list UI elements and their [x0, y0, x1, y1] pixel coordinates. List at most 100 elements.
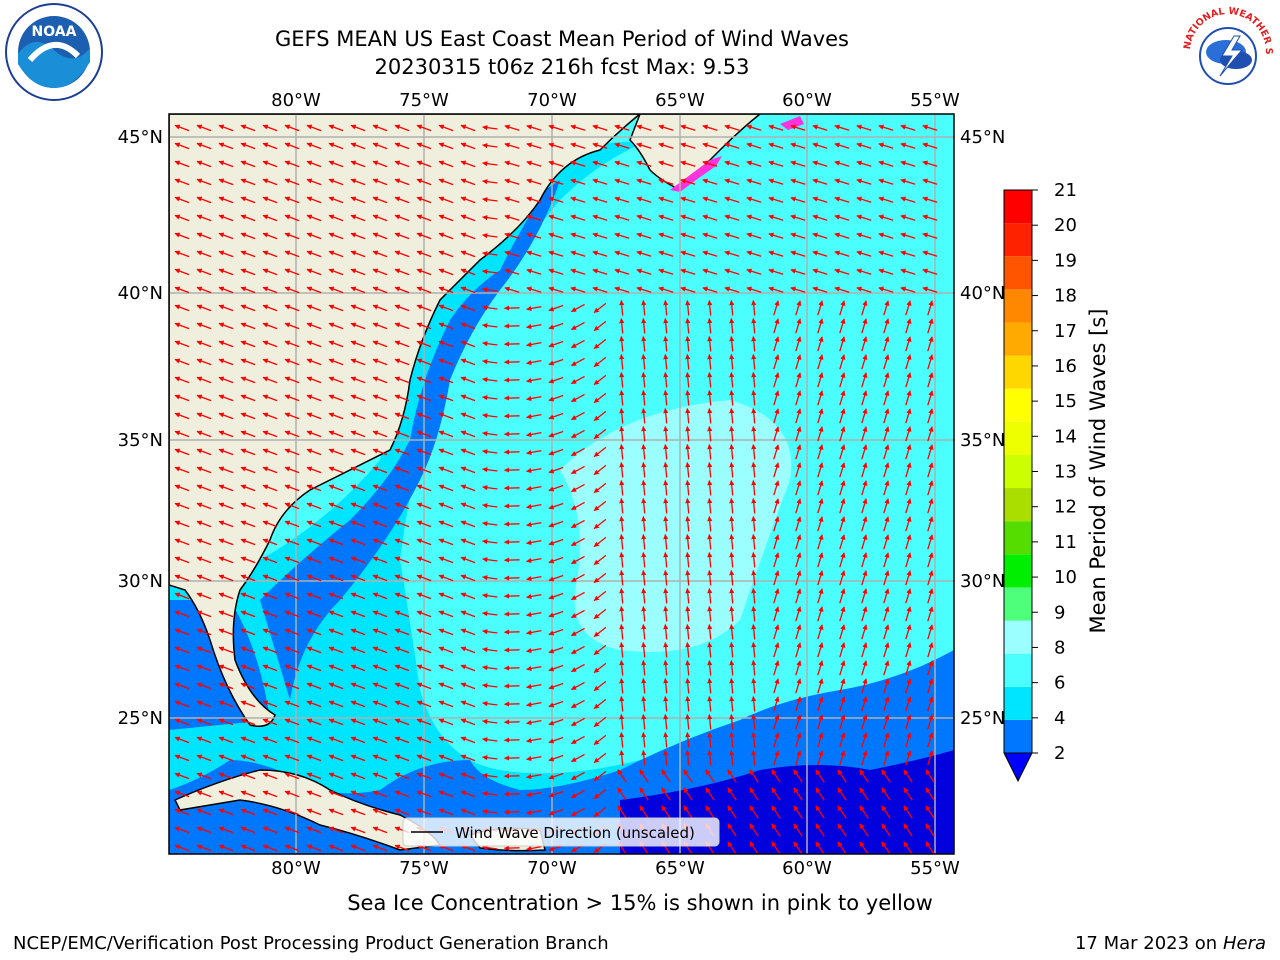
wave-direction-arrow — [883, 480, 890, 496]
wave-direction-arrow — [328, 322, 344, 330]
legend-label: Wind Wave Direction (unscaled) — [455, 824, 695, 842]
wave-direction-arrow — [839, 300, 846, 316]
wave-direction-arrow — [460, 358, 476, 366]
wave-direction-arrow — [526, 557, 542, 564]
wave-direction-arrow — [416, 160, 432, 168]
wave-direction-arrow — [927, 408, 934, 424]
wave-direction-arrow — [795, 318, 802, 334]
wave-direction-arrow — [372, 322, 388, 330]
wave-direction-arrow — [619, 461, 625, 478]
wave-direction-arrow — [790, 214, 806, 221]
wave-direction-arrow — [372, 178, 388, 186]
wave-direction-arrow — [460, 448, 476, 456]
wave-direction-arrow — [328, 250, 344, 258]
wave-direction-arrow — [905, 552, 912, 568]
wave-direction-arrow — [641, 335, 647, 352]
wave-direction-arrow — [905, 372, 912, 388]
wave-direction-arrow — [663, 353, 669, 370]
wave-direction-arrow — [641, 461, 647, 478]
wave-direction-arrow — [372, 376, 388, 384]
wave-direction-arrow — [707, 371, 713, 388]
wave-direction-arrow — [663, 299, 669, 316]
wave-direction-arrow — [614, 214, 630, 221]
colorbar-block — [1004, 488, 1032, 522]
wave-direction-arrow — [680, 196, 696, 203]
wave-direction-arrow — [658, 214, 674, 221]
wave-direction-arrow — [306, 286, 322, 294]
wave-direction-arrow — [438, 232, 454, 240]
wave-direction-arrow — [218, 484, 234, 492]
colorbar-block — [1004, 322, 1032, 356]
wave-direction-arrow — [196, 268, 212, 276]
wave-direction-arrow — [658, 124, 674, 131]
wave-direction-arrow — [680, 178, 696, 185]
wave-direction-arrow — [592, 286, 608, 293]
wave-direction-arrow — [438, 412, 454, 420]
lon-label-top: 60°W — [782, 90, 832, 111]
wave-direction-arrow — [174, 592, 190, 600]
wave-direction-arrow — [883, 408, 890, 424]
wave-direction-arrow — [174, 214, 190, 222]
wave-direction-arrow — [729, 317, 735, 334]
wave-direction-arrow — [350, 322, 366, 330]
lat-label-left: 35°N — [118, 430, 163, 451]
wave-direction-arrow — [526, 124, 542, 131]
wave-direction-arrow — [284, 214, 300, 222]
wave-direction-arrow — [196, 286, 212, 294]
wave-direction-arrow — [570, 339, 585, 349]
lon-label-bottom: 55°W — [910, 858, 960, 879]
wave-direction-arrow — [834, 250, 850, 257]
wave-direction-arrow — [548, 250, 564, 257]
wave-direction-arrow — [416, 124, 432, 132]
wave-direction-arrow — [707, 317, 713, 334]
colorbar-block — [1004, 190, 1032, 224]
wave-direction-arrow — [350, 502, 366, 510]
wave-direction-arrow — [262, 322, 278, 330]
wave-direction-arrow — [663, 317, 669, 334]
wave-direction-arrow — [372, 160, 388, 168]
wave-direction-arrow — [262, 520, 278, 528]
wave-direction-arrow — [707, 461, 713, 478]
wave-direction-arrow — [196, 232, 212, 240]
wave-direction-arrow — [460, 124, 476, 132]
wave-direction-arrow — [284, 412, 300, 420]
wave-direction-arrow — [460, 268, 476, 276]
wave-direction-arrow — [548, 196, 564, 203]
wave-direction-arrow — [416, 196, 432, 204]
wave-direction-arrow — [174, 160, 190, 168]
wave-direction-arrow — [883, 390, 890, 406]
wave-direction-arrow — [438, 340, 454, 348]
wave-direction-arrow — [861, 462, 868, 478]
wave-direction-arrow — [593, 536, 607, 548]
wave-direction-arrow — [394, 196, 410, 204]
wave-direction-arrow — [680, 286, 696, 293]
wave-direction-arrow — [724, 232, 740, 239]
wave-direction-arrow — [817, 354, 824, 370]
wave-direction-arrow — [196, 304, 212, 312]
wave-direction-arrow — [790, 268, 806, 275]
wave-direction-arrow — [306, 520, 322, 528]
wave-direction-arrow — [548, 484, 564, 492]
wave-direction-arrow — [372, 196, 388, 204]
wave-direction-arrow — [773, 354, 780, 370]
wave-direction-arrow — [900, 142, 916, 149]
wave-direction-arrow — [416, 448, 432, 456]
wave-direction-arrow — [751, 353, 757, 370]
wave-direction-arrow — [922, 286, 938, 293]
wave-direction-arrow — [746, 232, 762, 239]
wave-direction-arrow — [702, 286, 718, 293]
wave-direction-arrow — [570, 321, 585, 331]
wave-direction-arrow — [526, 377, 542, 384]
wave-direction-arrow — [284, 484, 300, 492]
wave-direction-arrow — [394, 484, 410, 492]
wave-direction-arrow — [372, 124, 388, 132]
wave-direction-arrow — [900, 250, 916, 257]
wave-direction-arrow — [751, 425, 757, 442]
wave-direction-arrow — [861, 516, 868, 532]
wave-direction-arrow — [856, 250, 872, 257]
wave-direction-arrow — [548, 160, 564, 167]
wave-direction-arrow — [922, 268, 938, 275]
wave-direction-arrow — [641, 443, 647, 460]
wave-direction-arrow — [685, 407, 691, 424]
wave-direction-arrow — [504, 178, 520, 185]
